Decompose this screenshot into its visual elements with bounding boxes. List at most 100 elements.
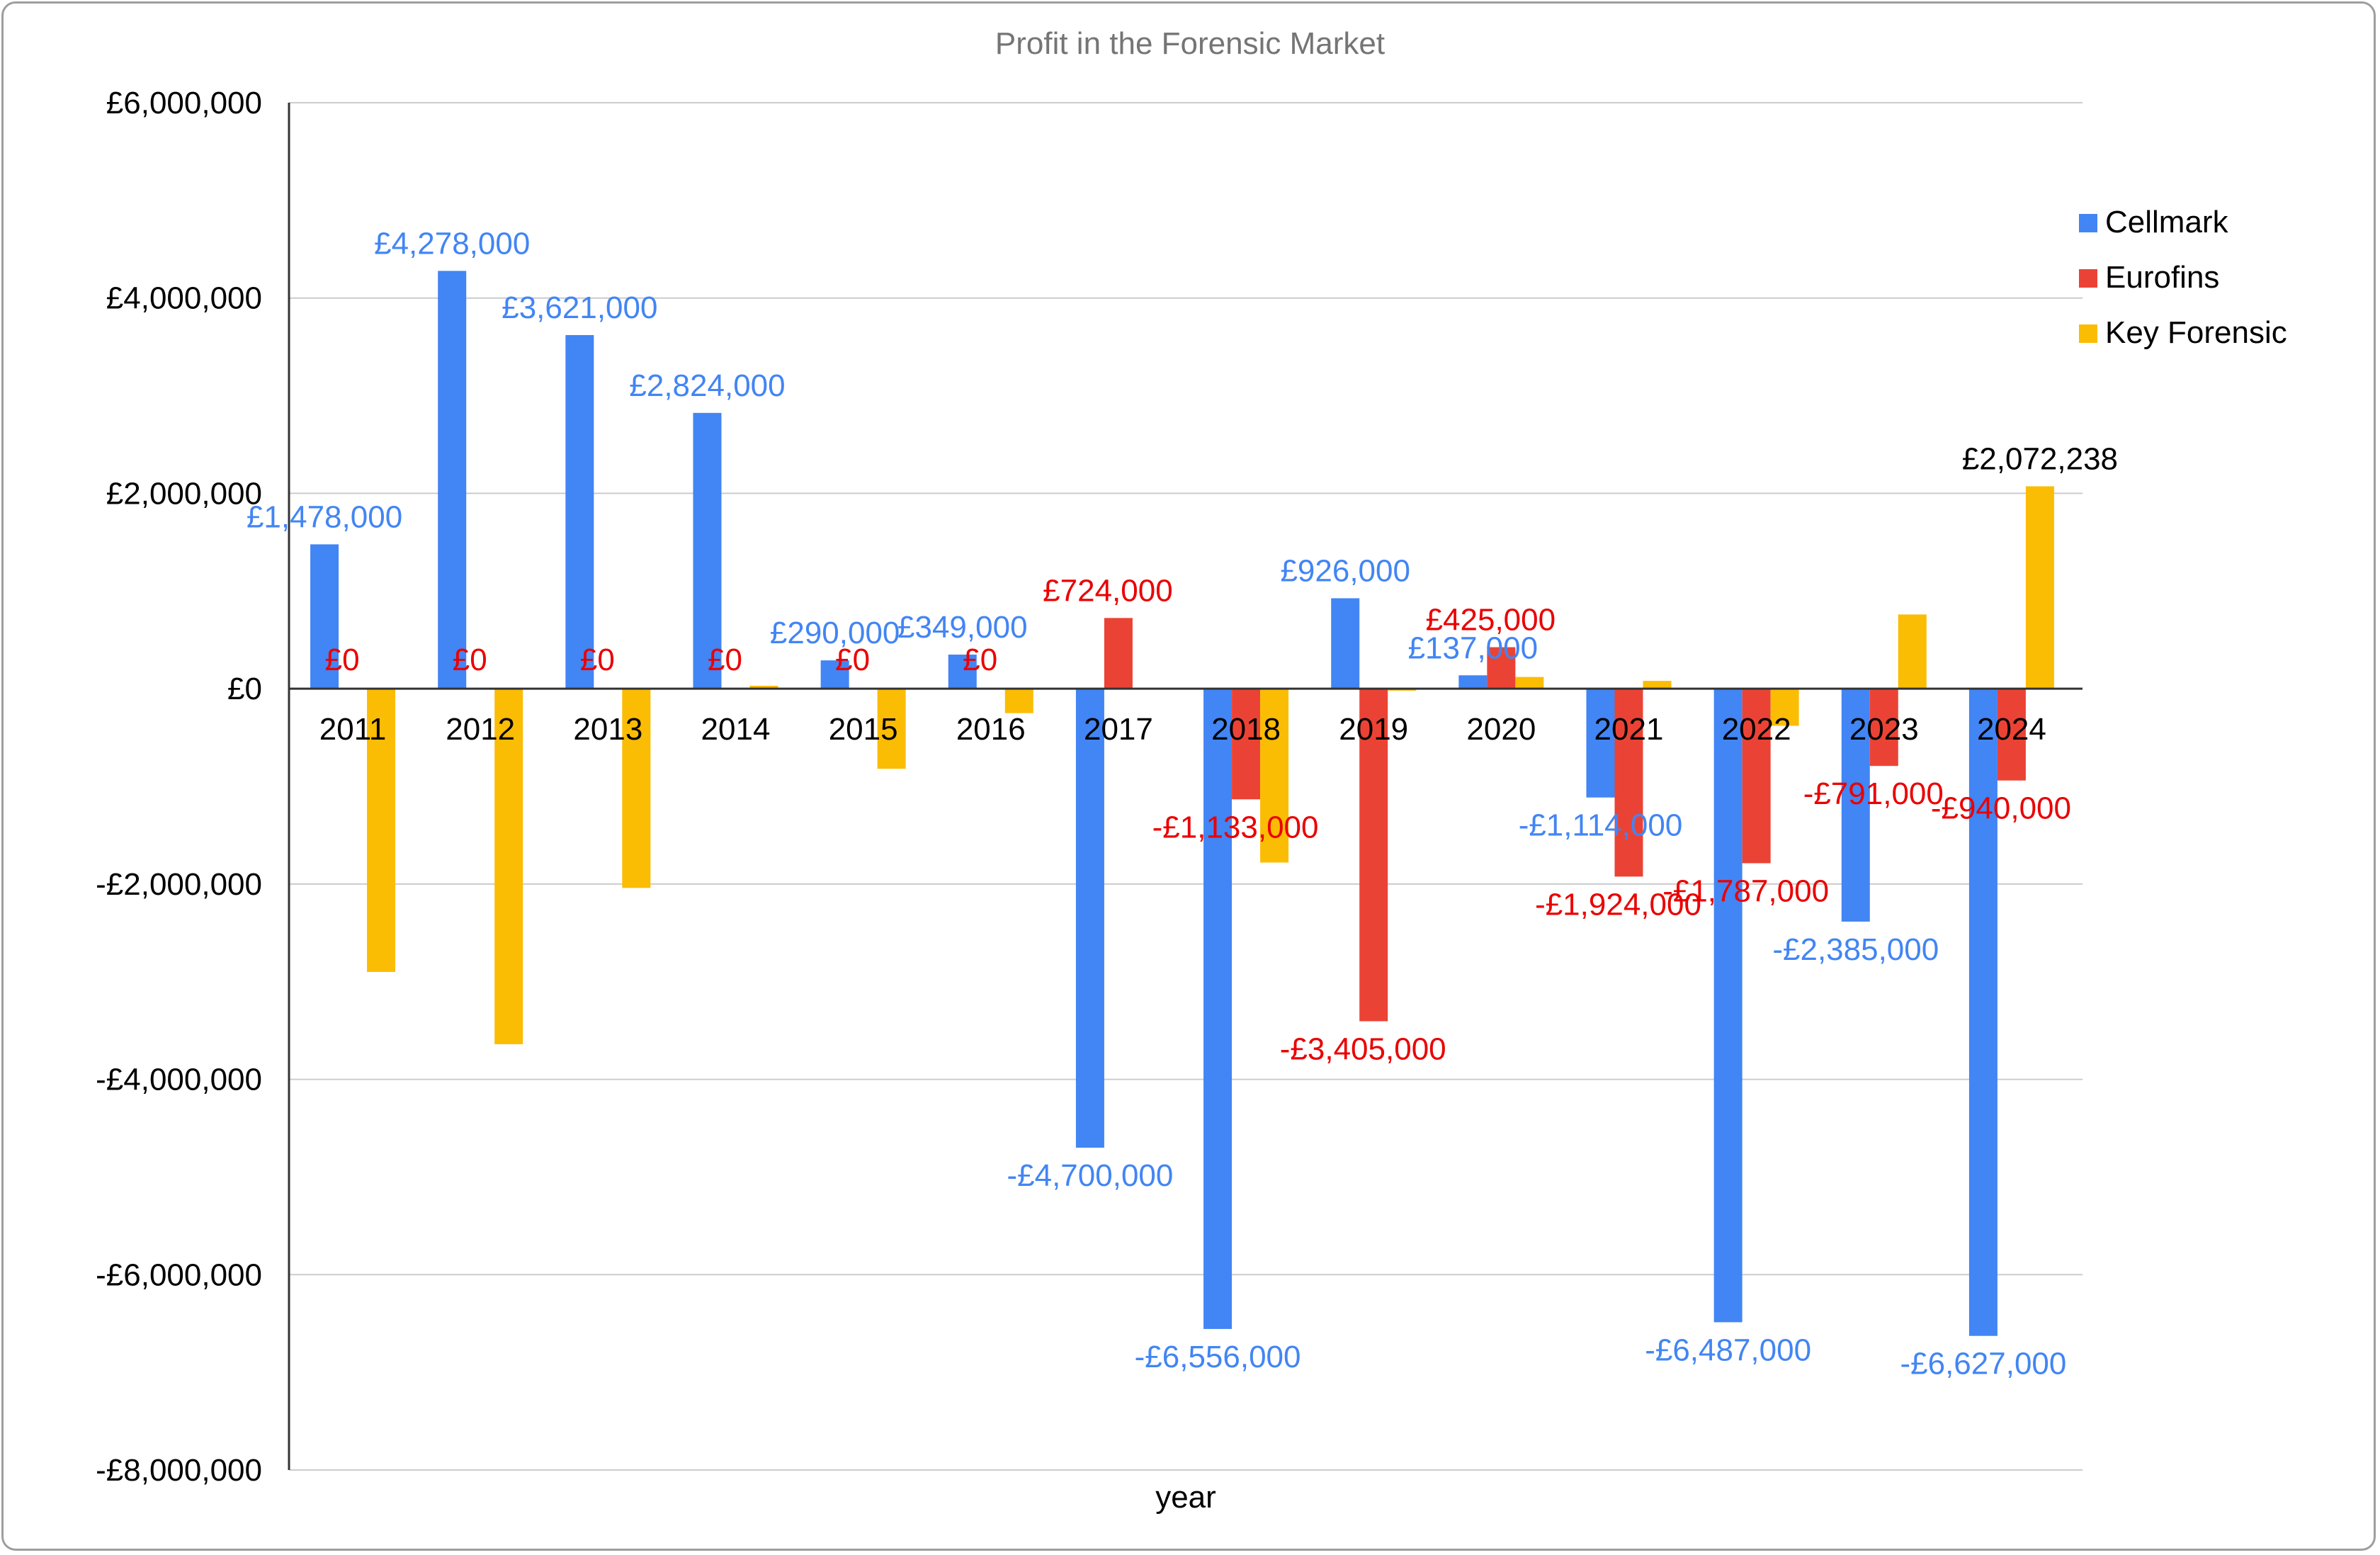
y-tick-label: -£8,000,000: [96, 1453, 262, 1488]
data-labels: £1,478,000 £4,278,000 £3,621,000 £2,824,000…: [246, 226, 2118, 1381]
bar-eurofins-2020: [1487, 647, 1516, 689]
bar-cellmark-2013: [565, 334, 594, 689]
bar-cellmark-2016: [948, 655, 977, 689]
data-label: £290,000: [770, 616, 900, 650]
data-label: -£4,700,000: [1007, 1158, 1173, 1193]
bar-cellmark-2014: [693, 412, 722, 689]
y-axis-ticks: £6,000,000 £4,000,000 £2,000,000 £0 -£2,000,…: [96, 86, 262, 1488]
data-label: -£1,924,000: [1535, 887, 1701, 922]
bar-cellmark-2015: [820, 660, 849, 689]
bar-cellmark-2021: [1586, 689, 1615, 798]
data-label: -£1,133,000: [1152, 810, 1319, 844]
y-tick-label: -£6,000,000: [96, 1257, 262, 1292]
bar-key-forensic-2023: [1898, 614, 1927, 689]
data-label: £3,621,000: [502, 290, 657, 325]
data-label: £0: [580, 643, 615, 677]
x-tick-label: 2013: [573, 712, 642, 747]
data-label: £137,000: [1408, 631, 1538, 665]
x-tick-label: 2015: [829, 712, 898, 747]
data-label: £349,000: [897, 610, 1028, 645]
x-tick-label: 2020: [1466, 712, 1536, 747]
bar-cellmark-2012: [438, 271, 467, 689]
bar-key-forensic-2015: [877, 689, 906, 769]
data-label: -£6,627,000: [1900, 1347, 2066, 1381]
legend: Cellmark Eurofins Key Forensic: [2079, 205, 2287, 350]
bar-cellmark-2020: [1458, 675, 1488, 689]
bar-cellmark-2017: [1075, 689, 1104, 1148]
legend-swatch-cellmark: [2079, 214, 2097, 232]
bar-eurofins-2021: [1614, 689, 1643, 877]
bar-eurofins-2017: [1104, 618, 1133, 689]
data-label: £4,278,000: [374, 226, 530, 261]
x-tick-label: 2023: [1849, 712, 1919, 747]
x-tick-label: 2011: [319, 712, 387, 747]
bar-key-forensic-2011: [367, 689, 396, 972]
data-label: -£2,385,000: [1772, 932, 1939, 967]
bar-key-forensic-2016: [1004, 689, 1033, 713]
bar-eurofins-2018: [1232, 689, 1261, 800]
bars: [310, 271, 2054, 1336]
data-label: £2,824,000: [629, 368, 785, 403]
y-tick-label: £6,000,000: [106, 86, 262, 120]
bar-cellmark-2018: [1203, 689, 1232, 1329]
legend-swatch-key-forensic: [2079, 324, 2097, 343]
data-label: -£791,000: [1803, 776, 1944, 811]
data-label: -£3,405,000: [1280, 1032, 1446, 1067]
x-tick-label: 2014: [701, 712, 771, 747]
x-tick-label: 2024: [1977, 712, 2046, 747]
x-tick-label: 2016: [956, 712, 1026, 747]
bar-key-forensic-2018: [1260, 689, 1289, 863]
grid-lines: [289, 102, 2082, 1471]
data-label: £425,000: [1426, 603, 1556, 638]
x-tick-label: 2018: [1211, 712, 1281, 747]
x-axis-label: year: [1155, 1480, 1216, 1515]
bar-key-forensic-2021: [1643, 681, 1672, 689]
data-label: -£1,114,000: [1519, 808, 1683, 843]
y-tick-label: -£2,000,000: [96, 867, 262, 902]
data-label: £724,000: [1043, 573, 1173, 608]
bar-key-forensic-2013: [622, 689, 651, 888]
bar-cellmark-2019: [1331, 598, 1360, 689]
bar-cellmark-2024: [1968, 689, 1998, 1336]
legend-label: Key Forensic: [2105, 315, 2287, 350]
y-tick-label: £0: [227, 672, 262, 706]
bar-key-forensic-2024: [2025, 486, 2054, 689]
legend-label: Eurofins: [2105, 260, 2219, 295]
data-label: £0: [453, 643, 487, 677]
bar-cellmark-2023: [1841, 689, 1870, 922]
x-tick-label: 2019: [1339, 712, 1408, 747]
data-label: -£6,556,000: [1135, 1340, 1301, 1374]
x-axis-categories: 2011 2012 2013 2014 2015 2016 2017 2018 2019 2020…: [319, 712, 2046, 747]
y-tick-label: £4,000,000: [106, 281, 262, 316]
data-label: -£6,487,000: [1645, 1333, 1811, 1367]
bar-key-forensic-2022: [1770, 689, 1799, 726]
bar-key-forensic-2012: [494, 689, 523, 1044]
legend-swatch-eurofins: [2079, 269, 2097, 288]
y-tick-label: -£4,000,000: [96, 1063, 262, 1097]
bar-eurofins-2024: [1997, 689, 2026, 781]
bar-cellmark-2011: [310, 544, 339, 689]
bar-key-forensic-2014: [749, 686, 778, 689]
data-label: £0: [325, 643, 360, 677]
x-tick-label: 2022: [1722, 712, 1791, 747]
bar-eurofins-2019: [1359, 689, 1388, 1022]
bar-eurofins-2022: [1742, 689, 1771, 864]
data-label: £2,072,238: [1962, 441, 2118, 476]
data-label: -£940,000: [1931, 791, 2071, 826]
x-tick-label: 2021: [1594, 712, 1664, 747]
y-tick-label: £2,000,000: [106, 476, 262, 511]
data-label: £1,478,000: [246, 499, 402, 534]
bar-key-forensic-2020: [1515, 677, 1544, 689]
bar-eurofins-2023: [1869, 689, 1898, 767]
legend-label: Cellmark: [2105, 205, 2229, 239]
bar-cellmark-2022: [1713, 689, 1742, 1323]
x-tick-label: 2012: [446, 712, 515, 747]
x-tick-label: 2017: [1084, 712, 1153, 747]
chart-title: Profit in the Forensic Market: [995, 26, 1385, 61]
data-label: £926,000: [1280, 553, 1410, 588]
data-label: -£1,787,000: [1662, 873, 1829, 908]
data-label: £0: [963, 643, 997, 677]
data-label: £0: [835, 643, 870, 677]
data-label: £0: [708, 643, 742, 677]
